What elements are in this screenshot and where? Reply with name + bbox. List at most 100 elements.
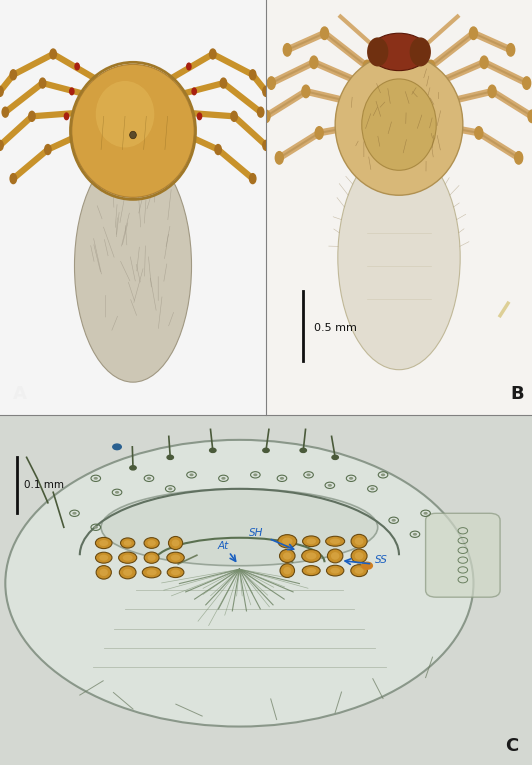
Ellipse shape [144,538,159,549]
Circle shape [168,487,172,490]
Ellipse shape [124,540,131,545]
Text: A: A [13,385,27,403]
Circle shape [280,477,284,480]
Circle shape [480,56,488,69]
Circle shape [10,174,16,184]
Circle shape [210,49,216,59]
Circle shape [29,112,35,122]
Ellipse shape [167,567,184,578]
Ellipse shape [143,567,161,578]
Text: SS: SS [375,555,388,565]
Circle shape [362,562,372,569]
Circle shape [276,151,283,164]
Ellipse shape [146,569,157,575]
Circle shape [221,477,226,480]
Ellipse shape [130,132,136,138]
Circle shape [358,76,366,90]
Ellipse shape [327,565,344,576]
Circle shape [361,119,368,131]
Circle shape [210,448,216,452]
Circle shape [192,88,196,95]
Ellipse shape [283,567,292,575]
Ellipse shape [362,79,436,171]
Ellipse shape [169,536,182,549]
Ellipse shape [96,81,154,148]
Circle shape [115,491,119,493]
Ellipse shape [306,568,316,573]
Ellipse shape [99,568,108,576]
Ellipse shape [119,552,137,563]
Circle shape [0,141,3,151]
Ellipse shape [283,552,292,559]
Circle shape [94,477,98,480]
Ellipse shape [278,535,297,548]
Ellipse shape [72,64,194,197]
Circle shape [187,63,191,70]
FancyBboxPatch shape [0,415,532,765]
Circle shape [528,110,532,122]
Text: At: At [217,541,228,551]
Circle shape [306,474,311,477]
Circle shape [283,44,292,56]
Ellipse shape [122,181,144,197]
Ellipse shape [167,552,184,563]
Ellipse shape [303,536,320,546]
Circle shape [427,60,435,73]
Ellipse shape [410,37,431,67]
Circle shape [300,448,306,452]
Ellipse shape [351,535,367,549]
Circle shape [355,98,363,110]
Ellipse shape [144,552,159,563]
Ellipse shape [330,539,340,544]
Ellipse shape [96,565,111,579]
Ellipse shape [123,569,132,576]
Circle shape [220,78,227,88]
Ellipse shape [147,555,156,561]
Circle shape [257,107,264,117]
Ellipse shape [338,145,460,369]
Circle shape [413,533,417,535]
Ellipse shape [121,538,135,548]
Circle shape [50,49,56,59]
Ellipse shape [99,555,109,561]
Circle shape [328,484,332,487]
Circle shape [302,85,310,98]
Circle shape [349,477,353,480]
Circle shape [332,455,338,460]
Circle shape [10,70,16,80]
Ellipse shape [302,565,320,575]
Text: 0.5 mm: 0.5 mm [314,323,357,334]
Text: SH: SH [249,528,263,538]
Circle shape [70,88,74,95]
Circle shape [263,86,269,96]
Circle shape [147,477,151,480]
Circle shape [315,127,323,139]
Circle shape [39,78,46,88]
FancyBboxPatch shape [266,0,532,415]
Ellipse shape [123,555,132,561]
FancyBboxPatch shape [0,0,266,415]
Circle shape [267,76,276,90]
Ellipse shape [5,440,473,727]
Circle shape [310,56,318,69]
Ellipse shape [171,569,180,575]
Circle shape [392,519,396,522]
Circle shape [167,455,173,460]
Ellipse shape [119,566,136,579]
Ellipse shape [99,540,109,546]
Text: B: B [511,385,525,403]
Ellipse shape [367,37,388,67]
FancyBboxPatch shape [426,513,500,597]
Circle shape [515,151,522,164]
Ellipse shape [147,540,156,546]
Circle shape [262,110,270,122]
Ellipse shape [96,552,112,563]
Circle shape [506,44,515,56]
Circle shape [250,70,256,80]
Circle shape [253,474,257,477]
Circle shape [130,466,136,470]
Text: 0.1 mm: 0.1 mm [24,480,64,490]
Circle shape [250,174,256,184]
Circle shape [381,474,385,477]
Ellipse shape [355,552,363,560]
